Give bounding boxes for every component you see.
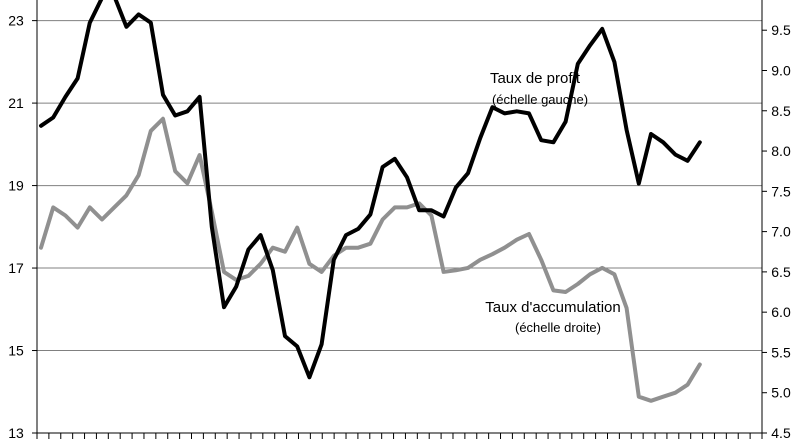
right-tick-label: 6.0 [771,304,791,320]
x-axis-ticks [36,433,763,439]
gridlines [37,20,762,352]
series-line-taux-de-profit [39,0,702,380]
axes [36,0,763,434]
left-tick-label: 21 [8,95,24,111]
right-tick-label: 9.5 [771,22,791,38]
right-tick-label: 6.5 [771,264,791,280]
series-line-taux-accumulation [39,116,702,403]
left-axis-tick-labels: 13 15 17 19 21 23 [8,13,37,441]
right-tick-label: 7.0 [771,224,791,240]
left-tick-label: 17 [8,260,24,276]
right-tick-label: 7.5 [771,183,791,199]
annotation-profit-title: Taux de profit [490,70,581,87]
right-tick-label: 8.5 [771,103,791,119]
annotation-accumulation-subtitle: (échelle droite) [515,320,601,335]
right-tick-label: 5.0 [771,385,791,401]
left-tick-label: 23 [8,13,24,29]
right-tick-label: 8.0 [771,143,791,159]
series-lines [39,0,702,403]
annotation-profit-subtitle: (échelle gauche) [492,92,588,107]
left-tick-label: 15 [8,343,24,359]
right-tick-label: 4.5 [771,425,791,441]
right-axis-tick-labels: 4.5 5.0 5.5 6.0 6.5 7.0 7.5 8.0 8.5 9.0 9.5 [762,22,791,441]
left-tick-label: 19 [8,178,24,194]
annotation-accumulation-title: Taux d'accumulation [485,299,620,316]
left-tick-label: 13 [8,425,24,441]
right-tick-label: 5.5 [771,344,791,360]
right-tick-label: 9.0 [771,62,791,78]
